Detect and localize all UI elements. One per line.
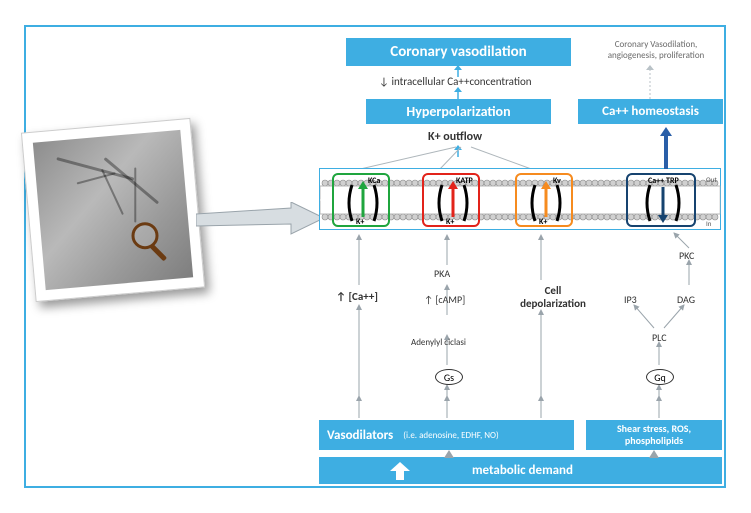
kv-bot: K+ bbox=[539, 217, 547, 227]
angiogram-photo bbox=[21, 118, 205, 302]
label-celldepol: Cell depolarization bbox=[508, 284, 598, 310]
side-effect-line2: angiogenesis, proliferation bbox=[591, 50, 721, 61]
channel-kca: KCa K+ bbox=[332, 173, 390, 227]
side-effect-line1: Coronary Vasodilation, bbox=[591, 39, 721, 50]
zoom-arrow bbox=[196, 202, 326, 242]
kca-bot: K+ bbox=[356, 217, 364, 227]
arrow-up-1 bbox=[452, 65, 464, 77]
box-metabolic: metabolic demand bbox=[319, 457, 722, 484]
katp-bot: K+ bbox=[446, 217, 454, 227]
box-side-effects: Coronary Vasodilation, angiogenesis, pro… bbox=[591, 39, 721, 61]
box-coronary-vasodilation: Coronary vasodilation bbox=[346, 38, 571, 66]
kv-top: Kv bbox=[553, 176, 561, 186]
metabolic-label: metabolic demand bbox=[472, 463, 573, 478]
label-adenylyl: Adenylyl ciclasi bbox=[411, 337, 466, 348]
channel-kv: Kv K+ bbox=[515, 173, 573, 227]
box-shear: Shear stress, ROS, phospholipids bbox=[586, 420, 722, 450]
channel-katp: KATP K+ bbox=[422, 173, 480, 227]
box-ca-homeostasis: Ca++ homeostasis bbox=[578, 99, 723, 124]
kca-top: KCa bbox=[368, 176, 380, 186]
label-out: Out bbox=[706, 175, 717, 184]
label-pkc: PKC bbox=[679, 249, 694, 262]
label-dag: DAG bbox=[677, 293, 695, 306]
shear-line2: phospholipids bbox=[625, 435, 683, 447]
label-in: In bbox=[706, 219, 711, 228]
arrow-up-icon bbox=[388, 461, 412, 481]
label-pka: PKA bbox=[434, 267, 450, 280]
label-ip3: IP3 bbox=[624, 293, 637, 306]
vasodilators-sub: (i.e. adenosine, EDHF, NO) bbox=[403, 430, 498, 441]
arrow-mv-1 bbox=[444, 450, 454, 458]
katp-top: KATP bbox=[456, 176, 473, 186]
channel-trp: Ca++ TRP bbox=[626, 173, 696, 227]
diagram-frame: Coronary vasodilation Coronary Vasodilat… bbox=[24, 25, 726, 488]
oval-gs: Gs bbox=[435, 369, 463, 385]
box-hyperpolarization: Hyperpolarization bbox=[366, 99, 551, 124]
bottom-up-arrows bbox=[319, 392, 723, 420]
membrane-panel: KCa K+ KATP K+ Kv K+ Ca++ TRP bbox=[319, 168, 721, 230]
magnifier-icon bbox=[127, 218, 177, 268]
arrow-trp-up bbox=[659, 127, 673, 169]
box-vasodilators: Vasodilators (i.e. adenosine, EDHF, NO) bbox=[319, 420, 574, 450]
trp-top: Ca++ TRP bbox=[648, 176, 679, 186]
arrow-up-side bbox=[644, 65, 656, 99]
oval-gq: Gq bbox=[646, 369, 674, 385]
vasodilators-main: Vasodilators bbox=[327, 428, 393, 443]
label-ca: ↑ [Ca++] bbox=[336, 290, 378, 303]
arrow-up-2 bbox=[452, 87, 464, 99]
arrow-mv-2 bbox=[649, 450, 659, 458]
label-plc: PLC bbox=[652, 331, 667, 344]
label-camp: ↑ [cAMP] bbox=[424, 293, 465, 306]
